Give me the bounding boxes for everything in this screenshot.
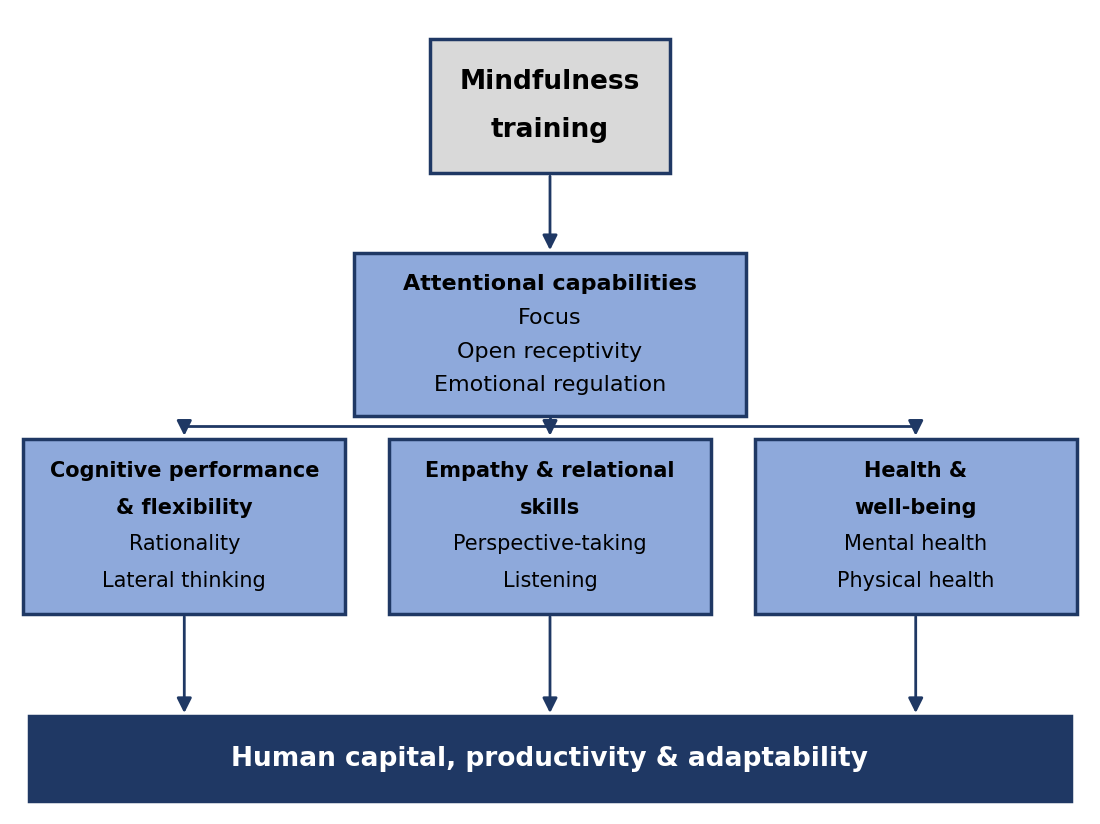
FancyBboxPatch shape (29, 716, 1071, 802)
Text: & flexibility: & flexibility (116, 498, 253, 518)
Text: Listening: Listening (503, 571, 597, 591)
Text: training: training (491, 117, 609, 143)
FancyBboxPatch shape (389, 438, 711, 614)
Text: Open receptivity: Open receptivity (458, 341, 642, 362)
FancyBboxPatch shape (353, 253, 747, 416)
Text: Rationality: Rationality (129, 535, 240, 555)
Text: Physical health: Physical health (837, 571, 994, 591)
Text: Focus: Focus (518, 307, 582, 327)
Text: Lateral thinking: Lateral thinking (102, 571, 266, 591)
Text: Mental health: Mental health (844, 535, 988, 555)
Text: skills: skills (520, 498, 580, 518)
Text: Human capital, productivity & adaptability: Human capital, productivity & adaptabili… (231, 746, 869, 771)
FancyBboxPatch shape (430, 39, 670, 173)
Text: Mindfulness: Mindfulness (460, 69, 640, 95)
Text: well-being: well-being (855, 498, 977, 518)
Text: Health &: Health & (865, 461, 967, 481)
Text: Perspective-taking: Perspective-taking (453, 535, 647, 555)
Text: Attentional capabilities: Attentional capabilities (403, 274, 697, 293)
Text: Emotional regulation: Emotional regulation (433, 376, 667, 396)
Text: Empathy & relational: Empathy & relational (426, 461, 674, 481)
Text: Cognitive performance: Cognitive performance (50, 461, 319, 481)
FancyBboxPatch shape (755, 438, 1077, 614)
FancyBboxPatch shape (23, 438, 345, 614)
